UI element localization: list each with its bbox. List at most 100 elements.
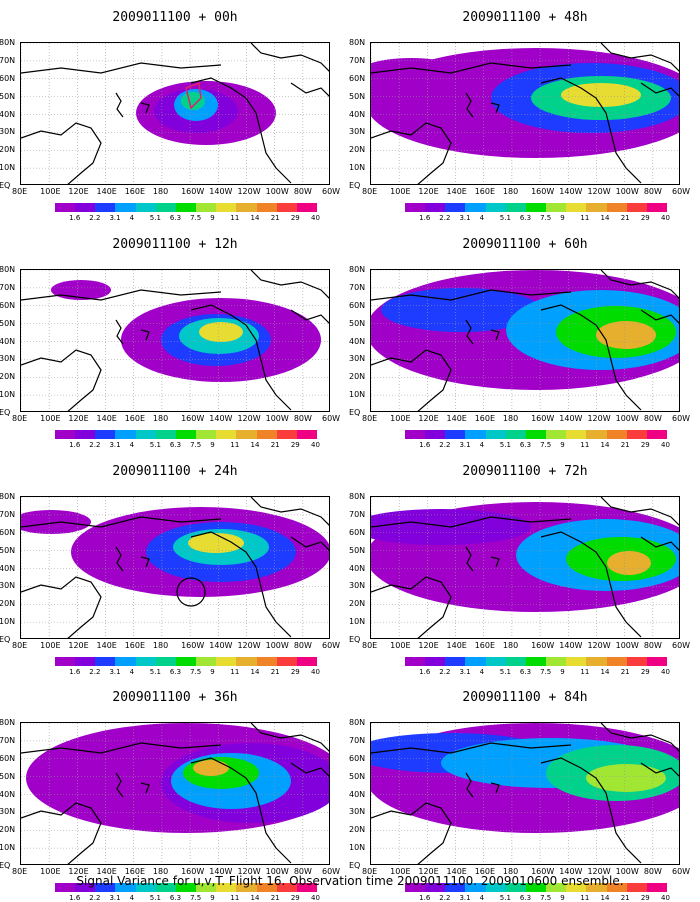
colorbar xyxy=(405,430,668,439)
lon-label: 100W xyxy=(615,414,639,423)
colorbar-label: 6.3 xyxy=(519,894,532,902)
colorbar-label: 9 xyxy=(210,441,215,449)
colorbar-swatch xyxy=(445,430,466,439)
colorbar-label: 14 xyxy=(600,441,610,449)
colorbar-label: 21 xyxy=(270,441,280,449)
lat-label: 30N xyxy=(349,354,366,364)
lon-label: 160E xyxy=(474,641,496,650)
lon-label: 80E xyxy=(362,867,378,876)
colorbar-swatch xyxy=(445,203,466,212)
lon-label: 80E xyxy=(12,187,28,196)
colorbar-label: 11 xyxy=(580,894,590,902)
colorbar-label: 9 xyxy=(210,214,215,222)
colorbar-label: 1.6 xyxy=(419,668,431,676)
colorbar-label: 3.1 xyxy=(109,894,121,902)
lon-label: 100W xyxy=(615,867,639,876)
lon-label: 160E xyxy=(124,867,146,876)
colorbar-swatch xyxy=(505,430,526,439)
colorbar-label: 5.1 xyxy=(149,441,161,449)
colorbar-swatch xyxy=(626,430,647,439)
coastline xyxy=(540,77,642,184)
colorbar-label: 4 xyxy=(129,668,135,676)
colorbar-label: 6.3 xyxy=(519,214,532,222)
coastline xyxy=(115,546,124,572)
colorbar-swatch xyxy=(626,657,647,666)
lat-label: 30N xyxy=(349,807,366,817)
colorbar-label: 40 xyxy=(311,894,320,902)
coastline xyxy=(290,309,329,324)
variance-contour xyxy=(561,83,641,107)
colorbar-swatch xyxy=(256,657,277,666)
colorbar-swatch xyxy=(196,203,217,212)
coastline xyxy=(600,497,679,526)
colorbar-label: 3.1 xyxy=(459,668,471,676)
colorbar-label: 3.1 xyxy=(109,441,121,449)
colorbar xyxy=(55,883,318,892)
lat-label: 80N xyxy=(349,492,366,501)
colorbar-label: 7.5 xyxy=(540,668,552,676)
lon-label: 180 xyxy=(502,414,519,423)
colorbar-label: 14 xyxy=(250,668,260,676)
colorbar-swatch xyxy=(175,430,197,439)
lon-label: 160W xyxy=(181,867,205,876)
colorbar-swatch xyxy=(155,203,176,212)
variance-contour xyxy=(607,551,651,575)
coastline xyxy=(371,122,452,184)
variance-contour xyxy=(51,280,111,300)
lat-label: EQ xyxy=(349,635,361,644)
lon-label: 140W xyxy=(559,867,583,876)
lat-label: 70N xyxy=(349,55,366,65)
colorbar-swatch xyxy=(276,657,297,666)
colorbar-swatch xyxy=(425,430,446,439)
colorbar-label: 14 xyxy=(600,668,610,676)
lon-label: 140W xyxy=(559,187,583,196)
lon-label: 140E xyxy=(96,641,117,650)
lat-label: 60N xyxy=(349,753,366,763)
colorbar-swatch xyxy=(586,430,607,439)
colorbar-swatch xyxy=(155,883,176,892)
colorbar-swatch xyxy=(485,657,506,666)
colorbar-swatch xyxy=(196,883,217,892)
colorbar-swatch xyxy=(196,657,217,666)
lon-label: 80W xyxy=(293,187,312,196)
colorbar-swatch xyxy=(465,203,486,212)
lon-label: 80E xyxy=(12,641,28,650)
lon-label: 140W xyxy=(209,187,233,196)
colorbar-label: 14 xyxy=(600,894,610,902)
panel-title: 2009011100 + 00h xyxy=(112,10,238,25)
colorbar-label: 4 xyxy=(479,668,485,676)
colorbar-label: 7.5 xyxy=(190,441,202,449)
coastline xyxy=(250,270,329,299)
colorbar-label: 21 xyxy=(620,668,630,676)
colorbar-swatch xyxy=(276,430,297,439)
lat-label: 50N xyxy=(349,545,366,555)
lon-label: 100W xyxy=(265,641,289,650)
colorbar-label: 2.2 xyxy=(439,894,451,902)
colorbar-swatch xyxy=(115,430,136,439)
lat-label: 50N xyxy=(0,545,16,555)
colorbar-label: 5.1 xyxy=(149,894,161,902)
variance-contour xyxy=(381,288,541,332)
colorbar-swatch xyxy=(606,883,627,892)
colorbar-swatch xyxy=(465,883,486,892)
colorbar-swatch xyxy=(606,430,627,439)
colorbar-swatch xyxy=(505,657,526,666)
colorbar-label: 29 xyxy=(640,668,650,676)
lat-label: 10N xyxy=(0,163,16,173)
coastline xyxy=(490,329,500,341)
lon-label: 140E xyxy=(446,867,467,876)
lon-label: 80E xyxy=(362,414,378,423)
colorbar-swatch xyxy=(425,203,446,212)
colorbar-swatch xyxy=(405,430,426,439)
colorbar-label: 2.2 xyxy=(439,668,451,676)
field-plot xyxy=(371,270,679,411)
colorbar-swatch xyxy=(115,657,136,666)
lon-label: 60W xyxy=(672,187,691,196)
lat-label: 50N xyxy=(0,771,16,781)
colorbar-label: 40 xyxy=(661,214,670,222)
colorbar-label: 11 xyxy=(230,214,240,222)
lat-label: 70N xyxy=(0,735,16,745)
colorbar-swatch xyxy=(485,883,506,892)
colorbar xyxy=(405,657,668,666)
colorbar-label: 5.1 xyxy=(499,668,511,676)
